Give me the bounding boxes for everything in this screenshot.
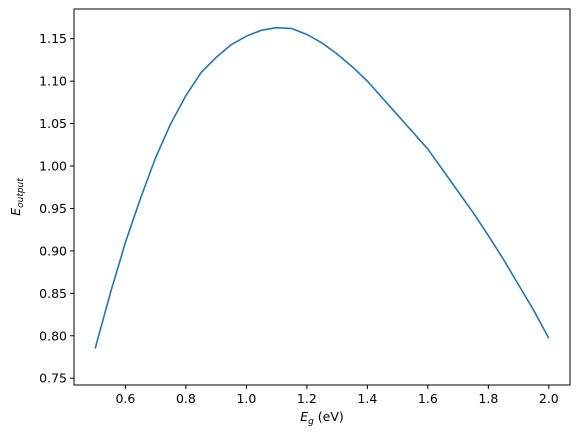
y-tick-label: 0.80: [39, 328, 67, 343]
y-tick-label: 0.85: [39, 286, 67, 301]
x-tick-label: 2.0: [539, 391, 559, 406]
y-tick-label: 0.95: [39, 201, 67, 216]
y-tick-label: 1.00: [39, 159, 67, 174]
y-tick-label: 0.75: [39, 371, 67, 386]
x-tick-label: 1.0: [236, 391, 256, 406]
series-line: [94, 26, 550, 349]
x-tick-label: 1.6: [418, 391, 438, 406]
x-axis-label: Eg (eV): [300, 409, 344, 427]
plot-frame: [73, 8, 571, 386]
y-tick-label: 1.05: [39, 116, 67, 131]
y-tick-label: 0.90: [39, 243, 67, 258]
y-tick-label: 1.15: [39, 31, 67, 46]
y-tick-label: 1.10: [39, 74, 67, 89]
x-tick-label: 1.8: [478, 391, 498, 406]
x-tick-label: 1.2: [297, 391, 317, 406]
x-tick-label: 0.8: [176, 391, 196, 406]
x-tick-label: 1.4: [357, 391, 377, 406]
y-axis-label: Eoutput: [8, 178, 26, 216]
x-tick-label: 0.6: [115, 391, 135, 406]
